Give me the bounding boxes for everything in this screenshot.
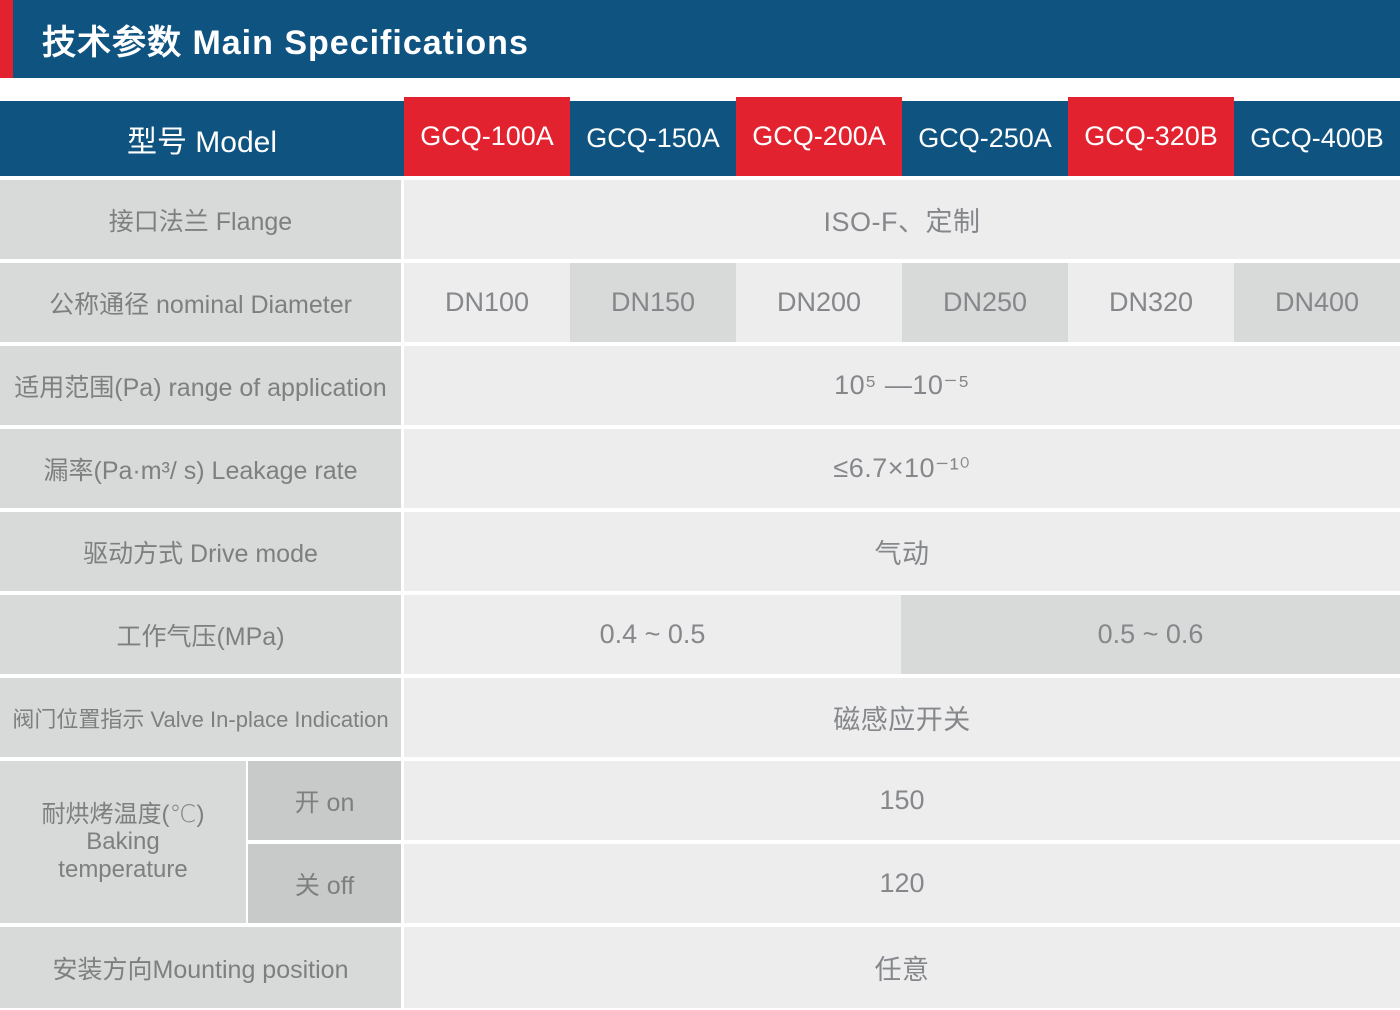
model-cell-gcq320b: GCQ-320B [1068, 97, 1234, 176]
baking-off-value: 120 [404, 844, 1400, 923]
diameter-cell-dn400: DN400 [1234, 263, 1400, 342]
baking-subrows: 开 on 150 关 off 120 [248, 761, 1400, 923]
header-gap [0, 78, 1400, 97]
row-label-valve-indication: 阀门位置指示 Valve In-place Indication [0, 678, 401, 757]
flange-value: ISO-F、定制 [404, 180, 1400, 259]
row-valve-indication: 阀门位置指示 Valve In-place Indication 磁感应开关 [0, 678, 1400, 757]
row-label-baking-temperature: 耐烘烤温度(℃) Baking temperature [0, 761, 246, 923]
diameter-cell-dn320: DN320 [1068, 263, 1234, 342]
row-flange: 接口法兰 Flange ISO-F、定制 [0, 180, 1400, 259]
leakage-value: ≤6.7×10⁻¹⁰ [404, 429, 1400, 508]
row-range: 适用范围(Pa) range of application 10⁵ —10⁻⁵ [0, 346, 1400, 425]
model-cell-gcq150a: GCQ-150A [570, 97, 736, 176]
valve-indication-value: 磁感应开关 [404, 678, 1400, 757]
diameter-cell-dn250: DN250 [902, 263, 1068, 342]
row-label-diameter: 公称通径 nominal Diameter [0, 263, 401, 342]
row-baking-temperature: 耐烘烤温度(℃) Baking temperature 开 on 150 关 o… [0, 761, 1400, 923]
baking-on-value: 150 [404, 761, 1400, 840]
model-row-label: 型号 Model [0, 97, 404, 176]
spec-table: 型号 Model GCQ-100A GCQ-150A GCQ-200A GCQ-… [0, 97, 1400, 1008]
baking-label-zh: 耐烘烤温度(℃) [41, 800, 205, 828]
row-label-flange: 接口法兰 Flange [0, 180, 401, 259]
model-cell-gcq100a: GCQ-100A [404, 97, 570, 176]
model-cell-gcq200a: GCQ-200A [736, 97, 902, 176]
row-drive: 驱动方式 Drive mode 气动 [0, 512, 1400, 591]
pressure-value-high-models: 0.5 ~ 0.6 [901, 595, 1400, 674]
row-label-drive: 驱动方式 Drive mode [0, 512, 401, 591]
row-leakage: 漏率(Pa·m³/ s) Leakage rate ≤6.7×10⁻¹⁰ [0, 429, 1400, 508]
row-diameter: 公称通径 nominal Diameter DN100 DN150 DN200 … [0, 263, 1400, 342]
baking-off-label: 关 off [248, 844, 401, 923]
pressure-value-low-models: 0.4 ~ 0.5 [404, 595, 901, 674]
row-label-mounting: 安装方向Mounting position [0, 927, 401, 1008]
model-row: 型号 Model GCQ-100A GCQ-150A GCQ-200A GCQ-… [0, 97, 1400, 176]
model-cell-gcq250a: GCQ-250A [902, 97, 1068, 176]
row-pressure: 工作气压(MPa) 0.4 ~ 0.5 0.5 ~ 0.6 [0, 595, 1400, 674]
row-label-range: 适用范围(Pa) range of application [0, 346, 401, 425]
row-label-leakage: 漏率(Pa·m³/ s) Leakage rate [0, 429, 401, 508]
mounting-value: 任意 [404, 927, 1400, 1008]
red-accent-bar [0, 0, 13, 78]
range-value: 10⁵ —10⁻⁵ [404, 346, 1400, 425]
baking-on-label: 开 on [248, 761, 401, 840]
diameter-cell-dn100: DN100 [404, 263, 570, 342]
header-band: 技术参数 Main Specifications [0, 0, 1400, 78]
diameter-cell-dn150: DN150 [570, 263, 736, 342]
row-mounting: 安装方向Mounting position 任意 [0, 927, 1400, 1008]
baking-label-en-line1: Baking [86, 828, 160, 856]
diameter-cell-dn200: DN200 [736, 263, 902, 342]
baking-subrow-on: 开 on 150 [248, 761, 1400, 840]
drive-value: 气动 [404, 512, 1400, 591]
page-title: 技术参数 Main Specifications [42, 23, 529, 62]
baking-label-en-line2: temperature [58, 855, 188, 883]
model-cell-gcq400b: GCQ-400B [1234, 97, 1400, 176]
row-label-pressure: 工作气压(MPa) [0, 595, 401, 674]
baking-subrow-off: 关 off 120 [248, 844, 1400, 923]
